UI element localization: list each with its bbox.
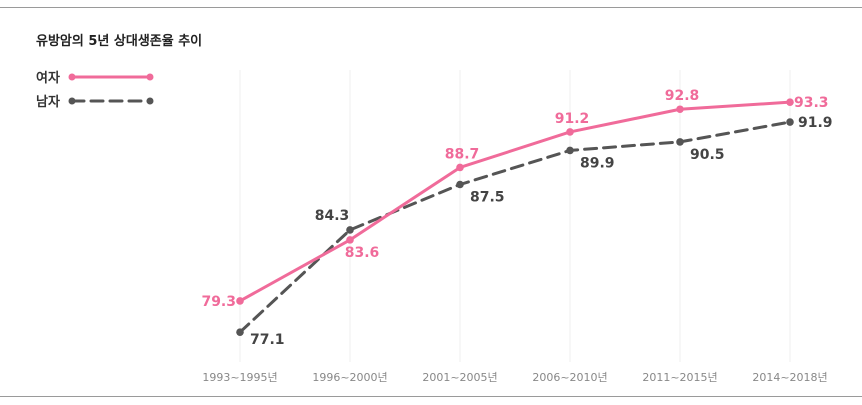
female-data-label-4: 92.8 [665,88,700,104]
male-point-1 [346,226,354,234]
male-point-0 [236,328,244,336]
x-tick-label-1: 1996~2000년 [312,371,387,384]
male-point-5 [786,118,794,126]
female-point-2 [456,163,464,172]
male-data-label-0: 77.1 [250,332,285,348]
male-data-label-2: 87.5 [470,190,505,206]
legend-marker-start-female [68,73,76,81]
male-data-label-3: 89.9 [580,155,615,171]
female-data-label-5: 93.3 [794,95,829,111]
female-series-line [238,100,792,303]
male-point-4 [676,138,684,146]
legend-label-male: 남자 [36,94,60,110]
legend-marker-start-male [68,97,76,105]
female-point-3 [566,128,574,136]
legend-label-female: 여자 [36,70,60,86]
x-tick-label-4: 2011~2015년 [642,371,717,384]
male-point-3 [566,146,574,155]
x-tick-label-5: 2014~2018년 [752,371,827,384]
female-point-1 [346,236,354,244]
female-data-label-1: 83.6 [345,245,380,261]
x-tick-label-2: 2001~2005년 [422,371,497,384]
male-data-label-4: 90.5 [690,147,725,163]
female-point-4 [676,105,684,114]
male-point-2 [456,180,464,189]
legend-marker-end-male [146,97,154,105]
bottom-rule [0,396,862,397]
female-data-label-3: 91.2 [555,111,590,127]
male-data-label-1: 84.3 [315,208,350,224]
x-tick-label-0: 1993~1995년 [202,371,277,384]
legend-marker-end-female [146,73,154,81]
female-point-0 [236,297,244,305]
male-series-line [238,120,792,334]
female-data-label-2: 88.7 [445,146,480,162]
female-point-5 [786,98,794,106]
male-data-label-5: 91.9 [798,115,833,131]
chart-title: 유방암의 5년 상대생존율 추이 [36,34,203,49]
x-tick-label-3: 2006~2010년 [532,371,607,384]
top-rule [0,7,862,8]
female-data-label-0: 79.3 [201,294,236,310]
